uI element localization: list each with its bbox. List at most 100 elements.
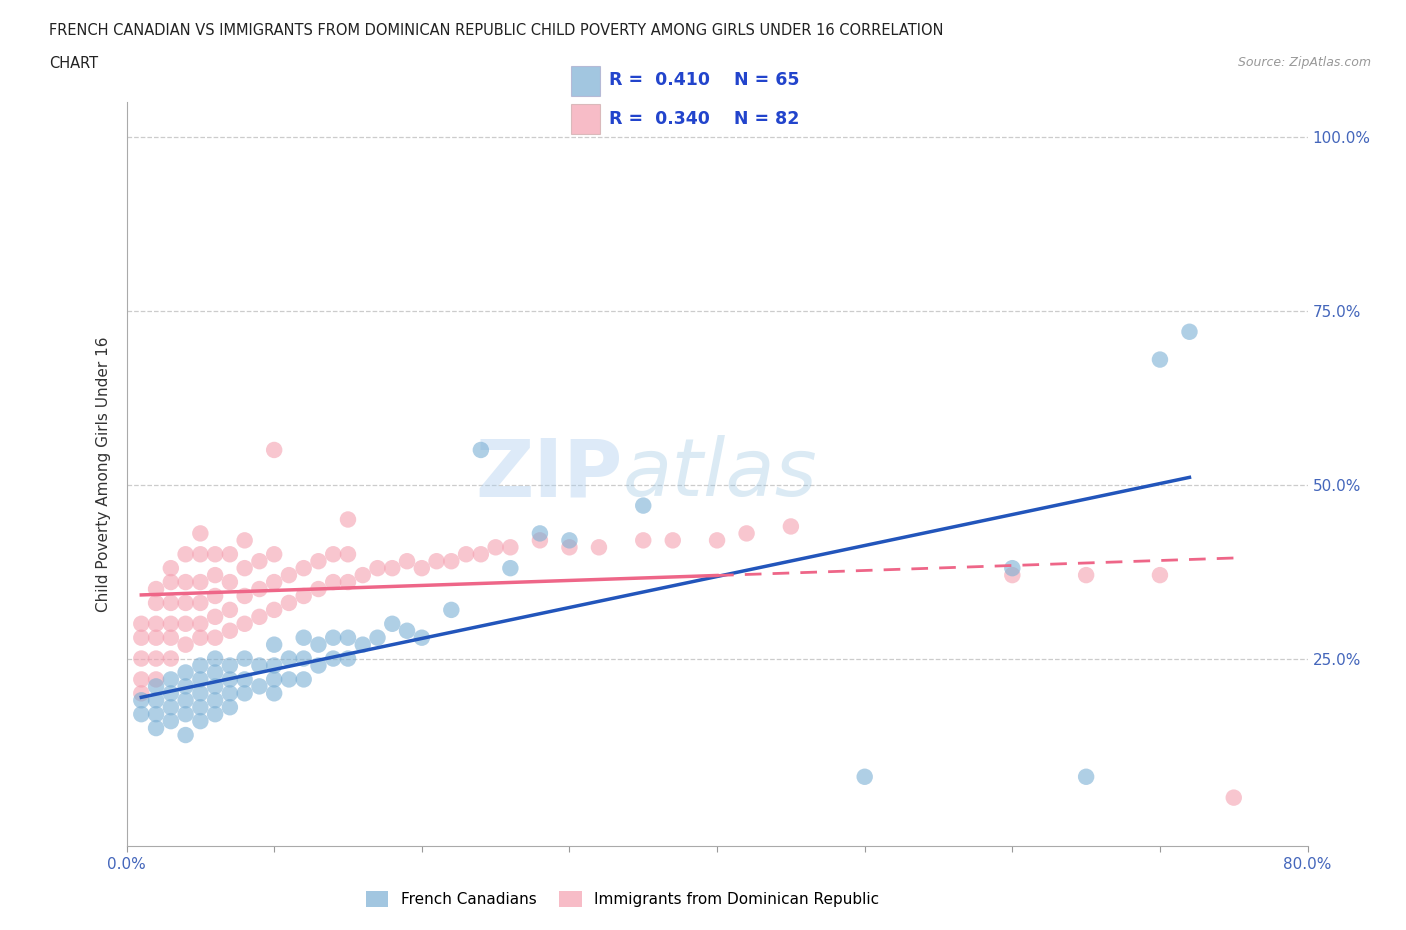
Point	[129, 651, 153, 666]
Point	[219, 575, 242, 590]
Point	[292, 631, 315, 645]
Point	[631, 533, 654, 548]
Point	[278, 567, 301, 582]
Text: Source: ZipAtlas.com: Source: ZipAtlas.com	[1237, 56, 1371, 69]
Text: atlas: atlas	[623, 435, 817, 513]
Point	[129, 617, 153, 631]
Point	[204, 567, 226, 582]
Point	[307, 637, 329, 652]
Point	[188, 617, 211, 631]
Point	[174, 637, 197, 652]
Point	[129, 707, 153, 722]
Point	[337, 631, 360, 645]
Point	[322, 631, 344, 645]
Point	[219, 672, 242, 687]
Point	[145, 651, 167, 666]
Point	[263, 603, 285, 618]
Point	[381, 561, 404, 576]
Point	[470, 443, 492, 458]
Point	[1178, 325, 1201, 339]
Point	[1222, 790, 1246, 805]
Point	[174, 617, 197, 631]
Point	[145, 707, 167, 722]
Legend: French Canadians, Immigrants from Dominican Republic: French Canadians, Immigrants from Domini…	[360, 884, 886, 913]
Point	[263, 686, 285, 701]
Point	[411, 561, 433, 576]
Point	[219, 623, 242, 638]
Point	[1001, 567, 1024, 582]
Point	[1076, 567, 1098, 582]
Point	[233, 589, 256, 604]
Point	[1076, 769, 1098, 784]
Point	[174, 547, 197, 562]
Point	[247, 553, 270, 568]
Point	[396, 553, 419, 568]
Point	[159, 672, 183, 687]
Point	[188, 699, 211, 714]
Point	[292, 672, 315, 687]
Point	[159, 575, 183, 590]
Point	[352, 567, 374, 582]
Point	[779, 519, 801, 534]
Point	[145, 672, 167, 687]
Point	[159, 561, 183, 576]
Point	[396, 623, 419, 638]
Point	[263, 575, 285, 590]
Point	[263, 547, 285, 562]
Point	[853, 769, 876, 784]
Point	[188, 575, 211, 590]
Point	[263, 637, 285, 652]
Point	[129, 672, 153, 687]
Point	[188, 631, 211, 645]
Point	[204, 693, 226, 708]
Point	[188, 658, 211, 673]
Text: FRENCH CANADIAN VS IMMIGRANTS FROM DOMINICAN REPUBLIC CHILD POVERTY AMONG GIRLS : FRENCH CANADIAN VS IMMIGRANTS FROM DOMIN…	[49, 23, 943, 38]
Point	[233, 672, 256, 687]
Point	[322, 575, 344, 590]
Point	[381, 617, 404, 631]
Point	[145, 617, 167, 631]
Point	[204, 665, 226, 680]
Point	[188, 526, 211, 541]
Point	[188, 595, 211, 610]
Point	[219, 603, 242, 618]
Point	[440, 553, 463, 568]
Point	[499, 561, 522, 576]
Point	[159, 713, 183, 728]
Point	[263, 658, 285, 673]
Point	[425, 553, 447, 568]
Point	[337, 512, 360, 527]
Point	[366, 561, 388, 576]
Point	[337, 575, 360, 590]
Point	[411, 631, 433, 645]
Point	[278, 672, 301, 687]
Point	[174, 665, 197, 680]
Point	[159, 699, 183, 714]
Point	[219, 658, 242, 673]
Point	[174, 707, 197, 722]
Point	[204, 651, 226, 666]
Point	[558, 533, 581, 548]
FancyBboxPatch shape	[571, 104, 600, 135]
Point	[1149, 567, 1171, 582]
Point	[247, 658, 270, 673]
Point	[145, 581, 167, 596]
Point	[233, 686, 256, 701]
Point	[470, 547, 492, 562]
Point	[204, 707, 226, 722]
Point	[278, 595, 301, 610]
Point	[322, 547, 344, 562]
Point	[129, 686, 153, 701]
Point	[159, 617, 183, 631]
Point	[1149, 352, 1171, 367]
Point	[366, 631, 388, 645]
Point	[307, 553, 329, 568]
Point	[588, 540, 610, 555]
Point	[454, 547, 477, 562]
Point	[661, 533, 683, 548]
Point	[204, 631, 226, 645]
Text: ZIP: ZIP	[475, 435, 623, 513]
FancyBboxPatch shape	[571, 65, 600, 96]
Text: CHART: CHART	[49, 56, 98, 71]
Point	[145, 693, 167, 708]
